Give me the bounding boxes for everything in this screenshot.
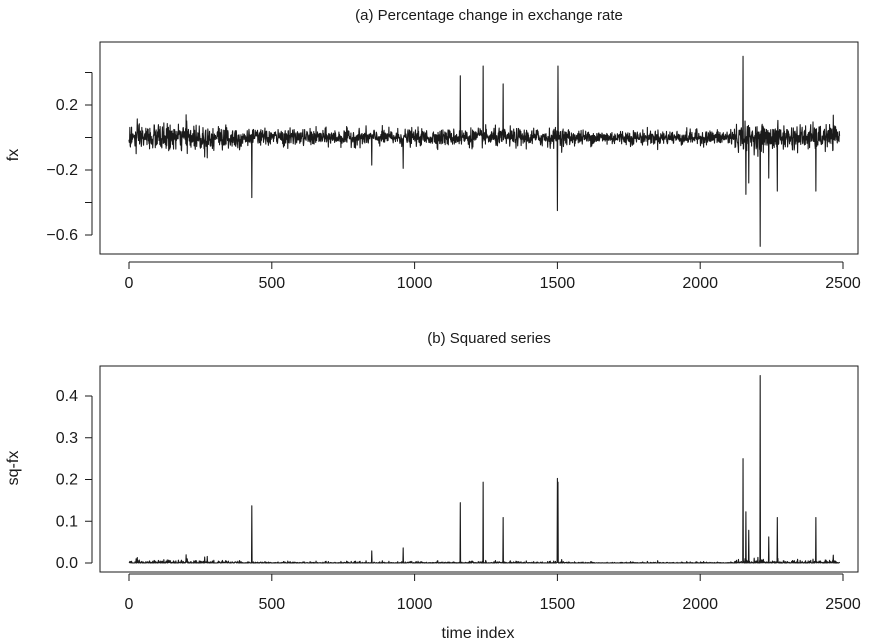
- panel-b-y-tick-label: 0.2: [56, 472, 78, 489]
- panel-a-x-tick-label: 0: [125, 275, 134, 292]
- panel-a-plot-frame: [99, 41, 859, 255]
- panel-b-x-tick-label: 0: [125, 596, 134, 613]
- panel-a-title: (a) Percentage change in exchange rate: [355, 7, 623, 24]
- panel-a-percentage-change: (a) Percentage change in exchange rate f…: [5, 7, 861, 292]
- panel-b-x-axis-label: time index: [442, 625, 515, 642]
- panel-a-x-tick-label: 1000: [397, 275, 433, 292]
- panel-b-axes: 0 500 1000 1500 2000 2500 0.0 0.1 0.2 0.3 0.4: [56, 388, 861, 613]
- panel-b-series-line: [128, 375, 841, 564]
- panel-a-series-group: [128, 55, 841, 247]
- panel-b-y-tick-label: 0.1: [56, 513, 78, 530]
- panel-b-series-group: [128, 375, 841, 564]
- panel-a-y-tick-label: 0.2: [56, 97, 78, 114]
- panel-b-x-tick-label: 1000: [397, 596, 433, 613]
- panel-b-x-tick-label: 500: [258, 596, 285, 613]
- panel-b-y-tick-label: 0.0: [56, 555, 78, 572]
- panel-b-x-tick-label: 2000: [682, 596, 718, 613]
- panel-a-x-tick-label: 1500: [540, 275, 576, 292]
- panel-b-y-tick-label: 0.3: [56, 430, 78, 447]
- panel-b-x-tick-label: 1500: [540, 596, 576, 613]
- panel-b-plot-frame: [99, 365, 859, 573]
- panel-a-series-line: [128, 55, 841, 247]
- panel-a-x-tick-label: 500: [258, 275, 285, 292]
- panel-a-y-tick-label: −0.2: [46, 162, 78, 179]
- panel-b-x-tick-label: 2500: [825, 596, 861, 613]
- panel-b-y-tick-label: 0.4: [56, 388, 78, 405]
- panel-a-y-axis-label: fx: [5, 149, 22, 161]
- panel-a-x-tick-label: 2000: [682, 275, 718, 292]
- panel-b-title: (b) Squared series: [427, 330, 550, 347]
- panel-b-y-axis-label: sq-fx: [5, 451, 22, 486]
- panel-b-squared-series: (b) Squared series sq-fx time index 0 500…: [5, 330, 861, 642]
- panel-a-x-tick-label: 2500: [825, 275, 861, 292]
- panel-a-axes: 0 500 1000 1500 2000 2500 −0.6 −0.2 0.2: [46, 72, 861, 292]
- panel-a-y-tick-label: −0.6: [46, 227, 78, 244]
